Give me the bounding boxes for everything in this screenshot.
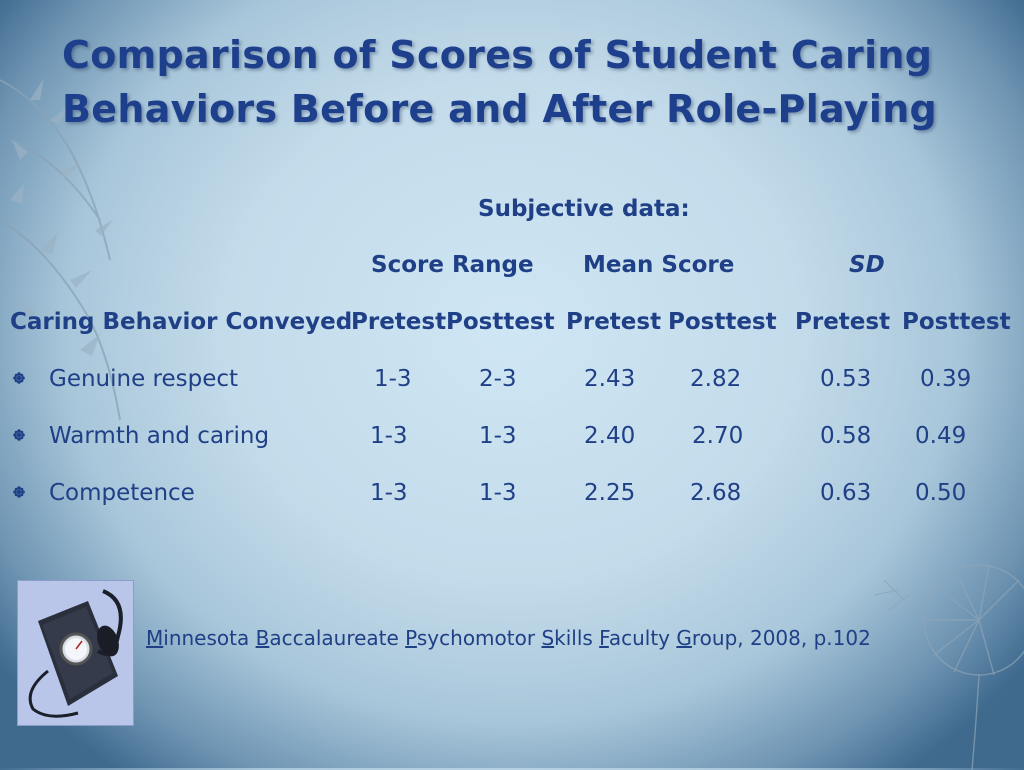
citation-letter-b: B <box>255 626 270 650</box>
flower-bullet-icon <box>13 372 25 384</box>
citation-letter-p: P <box>405 626 417 650</box>
row-sd-pretest: 0.53 <box>820 366 872 392</box>
group-header-score-range: Score Range <box>371 252 534 278</box>
row-mean-pretest: 2.25 <box>584 480 636 506</box>
slide-title: Comparison of Scores of Student Caring B… <box>62 28 962 136</box>
column-header-mean-posttest: Posttest <box>668 309 777 335</box>
row-range-pretest: 1-3 <box>374 366 412 392</box>
column-header-sd-pretest: Pretest <box>795 309 891 335</box>
flower-bullet-icon <box>13 429 25 441</box>
row-mean-posttest: 2.82 <box>690 366 742 392</box>
citation-letter-f: F <box>599 626 609 650</box>
column-header-range-posttest: Posttest <box>446 309 555 335</box>
column-header-range-pretest: Pretest <box>351 309 447 335</box>
citation-letter-g: G <box>676 626 692 650</box>
citation-word: kills <box>554 626 600 650</box>
row-mean-posttest: 2.70 <box>692 423 744 449</box>
row-range-pretest: 1-3 <box>370 480 408 506</box>
row-range-posttest: 1-3 <box>479 423 517 449</box>
row-behavior: Genuine respect <box>49 366 239 392</box>
citation-word: roup, 2008, p.102 <box>691 626 871 650</box>
citation-word: aculty <box>608 626 677 650</box>
row-sd-posttest: 0.49 <box>915 423 967 449</box>
row-mean-pretest: 2.40 <box>584 423 636 449</box>
row-mean-posttest: 2.68 <box>690 480 742 506</box>
row-range-posttest: 2-3 <box>479 366 517 392</box>
row-sd-pretest: 0.63 <box>820 480 872 506</box>
group-header-sd: SD <box>849 252 885 278</box>
table-caption: Subjective data: <box>478 196 690 222</box>
row-range-posttest: 1-3 <box>479 480 517 506</box>
row-range-pretest: 1-3 <box>370 423 408 449</box>
row-behavior: Warmth and caring <box>49 423 270 449</box>
citation-letter-m: M <box>146 626 164 650</box>
slide-title-line-1: Comparison of Scores of Student Caring <box>62 33 933 77</box>
row-sd-posttest: 0.50 <box>915 480 967 506</box>
citation: Minnesota Baccalaureate Psychomotor Skil… <box>146 624 871 652</box>
citation-word: accalaureate <box>269 626 406 650</box>
citation-word: sychomotor <box>416 626 542 650</box>
group-header-mean-score: Mean Score <box>583 252 735 278</box>
citation-letter-s: S <box>541 626 555 650</box>
row-mean-pretest: 2.43 <box>584 366 636 392</box>
blood-pressure-cuff-image <box>17 580 134 726</box>
slide-title-line-2: Behaviors Before and After Role-Playing <box>62 87 938 131</box>
column-header-behavior: Caring Behavior Conveyed <box>10 309 353 335</box>
row-behavior: Competence <box>49 480 195 506</box>
row-sd-pretest: 0.58 <box>820 423 872 449</box>
column-header-sd-posttest: Posttest <box>902 309 1011 335</box>
flower-bullet-icon <box>13 486 25 498</box>
column-header-mean-pretest: Pretest <box>566 309 662 335</box>
row-sd-posttest: 0.39 <box>920 366 972 392</box>
decorative-dandelion-right <box>873 564 1024 770</box>
citation-word: innesota <box>163 626 256 650</box>
